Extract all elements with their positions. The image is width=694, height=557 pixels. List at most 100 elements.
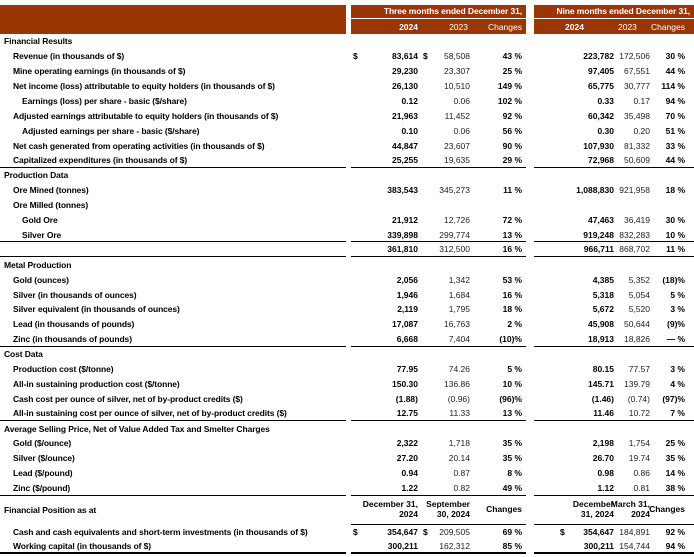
value-cell-tm-changes: 35 % — [472, 436, 526, 451]
value: 6,668 — [396, 333, 418, 344]
year-column-header-nm-2024: 2024 — [534, 19, 615, 34]
value-cell-tm-2023: (0.96) — [421, 391, 472, 406]
value: 72 % — [502, 215, 522, 226]
value-cell-nm-2024: 5,672 — [534, 302, 615, 317]
value-cell-tm-2023: 0.06 — [421, 123, 472, 138]
value-cell-tm-changes: 13 % — [472, 406, 526, 422]
dollar-sign: $ — [560, 527, 565, 538]
row-label: All-in sustaining cost per ounce of silv… — [0, 406, 346, 422]
value: 184,891 — [619, 527, 650, 538]
value: 30 % — [665, 51, 685, 62]
value: 29 % — [502, 155, 522, 166]
table-row: Net income (loss) attributable to equity… — [0, 79, 694, 94]
column-gap — [526, 228, 534, 243]
value: 35,498 — [624, 110, 650, 121]
value: 13 % — [502, 229, 522, 240]
value: — % — [666, 333, 685, 344]
value: 1,795 — [448, 304, 470, 315]
row-label: Gold Ore — [22, 215, 58, 226]
value: 67,551 — [624, 66, 650, 77]
table-row: Ore Milled (tonnes) — [0, 198, 694, 213]
value: 5,672 — [592, 304, 614, 315]
year-column-header-tm-2023: 2023 — [421, 19, 472, 34]
value-cell-tm-2024: 2,056 — [351, 272, 421, 287]
column-gap — [526, 287, 534, 302]
value: 80.15 — [592, 364, 614, 375]
value-cell-tm-2023: 12,726 — [421, 213, 472, 228]
table-row: Revenue (in thousands of $) $83,614 $58,50… — [0, 49, 694, 64]
value-cell-tm-changes: 16 % — [472, 287, 526, 302]
value-cell-nm-changes: 70 % — [652, 108, 694, 123]
date-column-header-line: 2024 — [399, 509, 418, 520]
value: 58,508 — [444, 51, 470, 62]
value-cell-nm-2024 — [534, 257, 615, 272]
value: 172,506 — [619, 51, 650, 62]
value: 868,702 — [619, 244, 650, 255]
value-cell-tm-2024: (1.88) — [351, 391, 421, 406]
dollar-sign: $ — [353, 51, 358, 62]
financial-position-header-row: Financial Position as at December 31, 2024… — [0, 496, 694, 525]
value-cell-tm-2024 — [351, 347, 421, 362]
value: 53 % — [502, 274, 522, 285]
value-cell-nm-2023: 868,702 — [615, 242, 652, 258]
row-label: Net income (loss) attributable to equity… — [13, 81, 275, 92]
value-cell-tm-2023: 312,500 — [421, 242, 472, 258]
value-cell-tm-2024: 150.30 — [351, 376, 421, 391]
value-cell-nm-2024 — [534, 34, 615, 49]
value: 4,385 — [592, 274, 614, 285]
row-label: Working capital (in thousands of $) — [0, 540, 346, 555]
value: (1.46) — [591, 393, 614, 404]
table-row: Silver equivalent (in thousands of ounce… — [0, 302, 694, 317]
value: 72,968 — [588, 155, 614, 166]
value-cell-tm-2023: 19,635 — [421, 153, 472, 169]
value: 5,054 — [628, 289, 650, 300]
value-cell-nm-2023: 139.79 — [615, 376, 652, 391]
table-row: Silver Ore 339,898 299,774 13 % 919,248 832,2… — [0, 228, 694, 243]
value: 69 % — [502, 527, 522, 538]
value: 25 % — [665, 438, 685, 449]
value-cell-nm-2023: 172,506 — [615, 49, 652, 64]
value: 5,520 — [628, 304, 650, 315]
value: 92 % — [665, 527, 685, 538]
value-cell-tm-2023: 136.86 — [421, 376, 472, 391]
table-row: Adjusted earnings attributable to equity… — [0, 108, 694, 123]
value: 1,946 — [396, 289, 418, 300]
section-title: Average Selling Price, Net of Value Adde… — [4, 423, 270, 434]
value: 29,230 — [392, 66, 418, 77]
value-cell-nm-changes: (9)% — [652, 317, 694, 332]
value: 14 % — [665, 468, 685, 479]
value-cell-tm-2024: 27.20 — [351, 451, 421, 466]
value-cell-nm-2024: 145.71 — [534, 376, 615, 391]
value-cell-nm-changes — [652, 198, 694, 213]
value: 85 % — [502, 540, 522, 551]
column-gap — [526, 79, 534, 94]
value: 36,419 — [624, 215, 650, 226]
value: 11,452 — [444, 110, 470, 121]
value: 51 % — [665, 125, 685, 136]
value-cell-nm-changes: 18 % — [652, 183, 694, 198]
value-cell-nm-changes — [652, 257, 694, 272]
value: 2,198 — [592, 438, 614, 449]
value-cell-tm-2024 — [351, 257, 421, 272]
value-cell-nm-changes: (97)% — [652, 391, 694, 406]
value-cell-nm-changes: 3 % — [652, 302, 694, 317]
row-label: Earnings (loss) per share - basic ($/sha… — [22, 96, 187, 106]
column-gap — [526, 5, 534, 19]
value: 0.06 — [453, 125, 470, 136]
value-cell-nm-2023: 30,777 — [615, 79, 652, 94]
row-label: Zinc (in thousands of pounds) — [0, 332, 346, 347]
value: 2,322 — [396, 438, 418, 449]
value-cell-tm-2024: 2,322 — [351, 436, 421, 451]
value: (1.88) — [395, 393, 418, 404]
value: (97)% — [662, 393, 685, 404]
column-gap — [526, 213, 534, 228]
row-label: Cash and cash equivalents and short-term… — [13, 527, 308, 538]
row-label: Ore Milled (tonnes) — [13, 200, 89, 211]
column-gap — [526, 332, 534, 347]
period-header-three-months: Three months ended December 31, — [351, 5, 526, 19]
value: 60,342 — [588, 110, 614, 121]
value-cell-tm-2024: $83,614 — [351, 49, 421, 64]
dollar-sign: $ — [353, 527, 358, 538]
value: 18,913 — [588, 333, 614, 344]
